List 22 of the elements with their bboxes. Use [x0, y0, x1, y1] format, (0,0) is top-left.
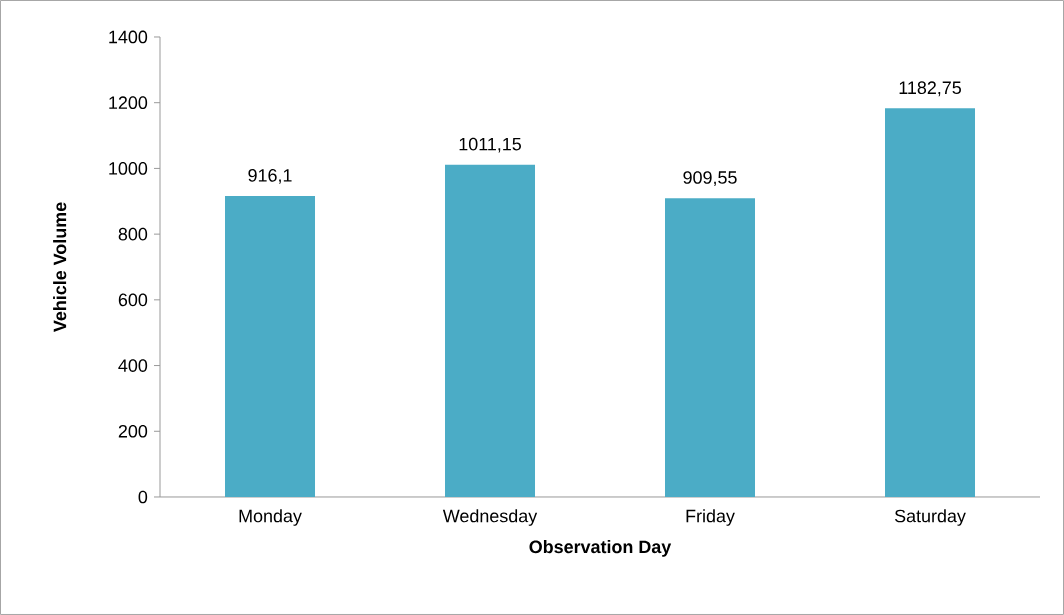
bar — [225, 195, 316, 497]
bar — [885, 108, 976, 497]
y-tick-label: 800 — [118, 227, 148, 241]
data-label: 909,55 — [683, 171, 737, 186]
x-tick-label: Friday — [686, 509, 735, 526]
y-tick-label: 200 — [118, 424, 148, 438]
bar — [445, 164, 536, 497]
y-tick-label: 1000 — [109, 162, 148, 175]
data-label: 916,1 — [248, 168, 292, 184]
y-axis-title: Vehicle Volume — [53, 202, 67, 332]
y-tick-label: 0 — [138, 490, 148, 504]
data-label: 1011,15 — [459, 137, 521, 153]
y-tick-label: 1200 — [109, 96, 148, 110]
bar — [665, 198, 756, 497]
y-tick-label: 400 — [118, 359, 148, 372]
x-axis-title: Observation Day — [529, 540, 672, 557]
x-tick-label: Wednesday — [442, 509, 538, 526]
x-tick-label: Monday — [239, 509, 302, 526]
y-tick-label: 600 — [118, 293, 148, 307]
x-tick-label: Saturday — [894, 509, 966, 526]
data-label: 1182,75 — [899, 81, 961, 97]
y-tick-label: 1400 — [109, 30, 148, 44]
